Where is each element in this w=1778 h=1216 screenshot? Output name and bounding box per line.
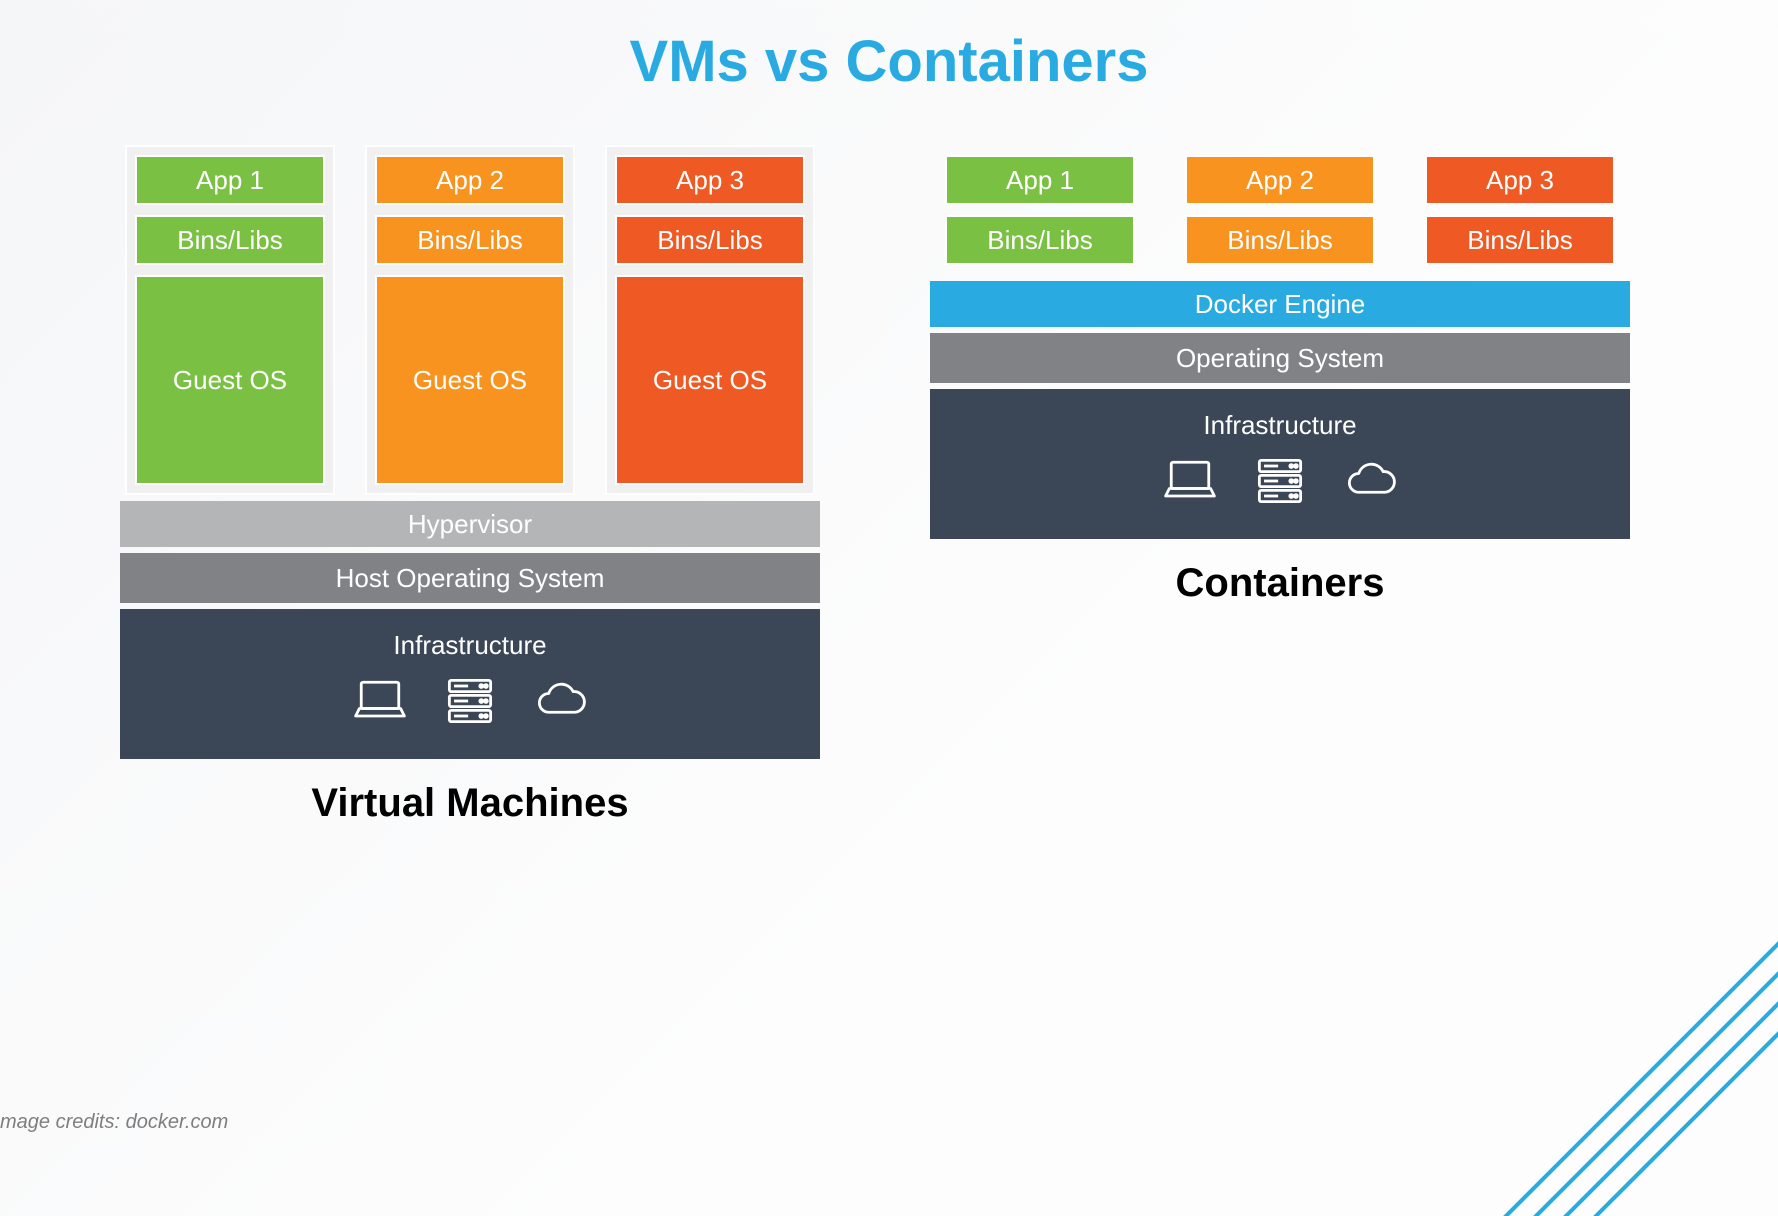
app-column: App 2 Bins/Libs Guest OS <box>365 145 575 495</box>
stack-box: App 2 <box>1185 155 1375 205</box>
stack-box: App 1 <box>135 155 325 205</box>
layer-box: Operating System <box>930 333 1630 383</box>
layer-label: Host Operating System <box>336 563 605 594</box>
app-column: App 1 Bins/Libs Guest OS <box>125 145 335 495</box>
stack-box: Guest OS <box>135 275 325 485</box>
image-credits: mage credits: docker.com <box>0 1111 228 1134</box>
laptop-icon <box>1160 451 1220 518</box>
cloud-icon <box>1340 451 1400 518</box>
container-layers: Docker Engine Operating System Infrastruct… <box>930 281 1630 539</box>
layer-label: Infrastructure <box>393 630 546 661</box>
server-icon <box>440 671 500 738</box>
stack-box: Guest OS <box>375 275 565 485</box>
stack-box: Bins/Libs <box>945 215 1135 265</box>
page-title: VMs vs Containers <box>0 28 1778 95</box>
layer-box: Host Operating System <box>120 553 820 603</box>
layer-box: Infrastructure <box>930 389 1630 539</box>
decorative-lines <box>1418 884 1778 1216</box>
layer-label: Hypervisor <box>408 509 532 540</box>
app-column: App 3 Bins/Libs Guest OS <box>605 145 815 495</box>
layer-box: Infrastructure <box>120 609 820 759</box>
diagrams-row: App 1 Bins/Libs Guest OS App 2 Bins/Libs Gues… <box>0 145 1778 826</box>
stack-box: Bins/Libs <box>1185 215 1375 265</box>
server-icon <box>1250 451 1310 518</box>
app-column: App 1 Bins/Libs <box>935 145 1145 275</box>
layer-box: Hypervisor <box>120 501 820 547</box>
stack-box: Bins/Libs <box>375 215 565 265</box>
stack-box: Bins/Libs <box>1425 215 1615 265</box>
stack-box: App 2 <box>375 155 565 205</box>
container-apps-row: App 1 Bins/Libs App 2 Bins/Libs App 3 Bins/Li… <box>930 145 1630 275</box>
stack-box: App 3 <box>1425 155 1615 205</box>
layer-box: Docker Engine <box>930 281 1630 327</box>
layer-label: Docker Engine <box>1195 289 1366 320</box>
stack-box: Guest OS <box>615 275 805 485</box>
infrastructure-icons <box>1160 451 1400 518</box>
layer-label: Operating System <box>1176 343 1384 374</box>
stack-box: App 3 <box>615 155 805 205</box>
layer-label: Infrastructure <box>1203 410 1356 441</box>
laptop-icon <box>350 671 410 738</box>
vm-layers: Hypervisor Host Operating System Infrastru… <box>120 501 820 759</box>
app-column: App 3 Bins/Libs <box>1415 145 1625 275</box>
app-column: App 2 Bins/Libs <box>1175 145 1385 275</box>
cloud-icon <box>530 671 590 738</box>
vm-apps-row: App 1 Bins/Libs Guest OS App 2 Bins/Libs Gues… <box>120 145 820 495</box>
container-diagram: App 1 Bins/Libs App 2 Bins/Libs App 3 Bins/Li… <box>930 145 1630 826</box>
vm-diagram: App 1 Bins/Libs Guest OS App 2 Bins/Libs Gues… <box>120 145 820 826</box>
container-caption: Containers <box>1176 561 1385 606</box>
infrastructure-icons <box>350 671 590 738</box>
vm-caption: Virtual Machines <box>311 781 628 826</box>
stack-box: Bins/Libs <box>135 215 325 265</box>
stack-box: App 1 <box>945 155 1135 205</box>
stack-box: Bins/Libs <box>615 215 805 265</box>
